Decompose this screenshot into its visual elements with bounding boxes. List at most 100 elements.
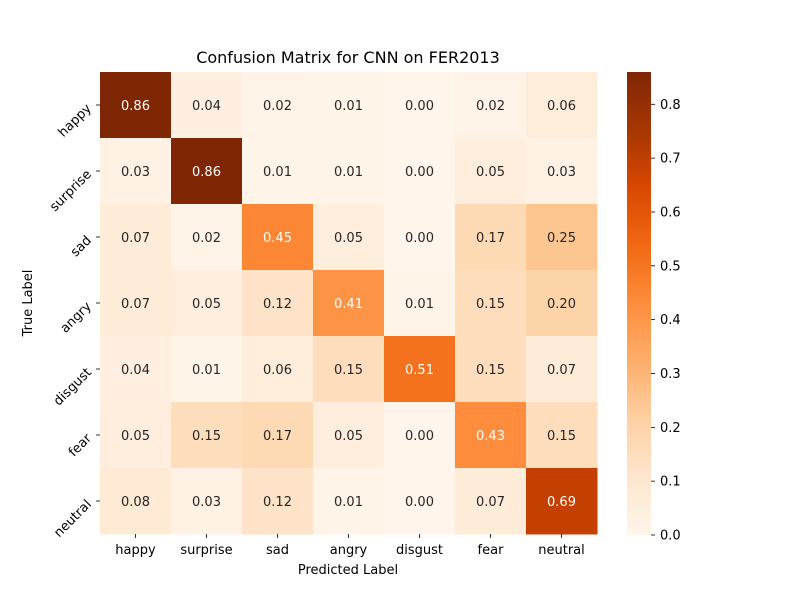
heatmap-cell — [313, 270, 385, 337]
colorbar-ticks: 0.0 0.1 0.2 0.3 0.4 0.5 0.6 0.7 0.8 — [651, 98, 681, 544]
cell-value-label: 0.05 — [476, 165, 505, 180]
cell-value-label: 0.41 — [334, 297, 363, 312]
colorbar-tick-label: 0.8 — [660, 98, 681, 113]
cell-value-label: 0.06 — [547, 99, 576, 114]
y-axis-ticks: happy surprise sad angry disgust fear neutral — [47, 101, 100, 541]
heatmap-cell — [171, 402, 243, 469]
heatmap-cell — [455, 336, 527, 403]
cell-value-label: 0.07 — [121, 297, 150, 312]
x-tick-label: surprise — [180, 543, 232, 558]
heatmap-cell — [313, 336, 385, 403]
colorbar-tick-label: 0.6 — [660, 205, 681, 220]
cell-value-label: 0.02 — [263, 99, 292, 114]
cell-value-label: 0.01 — [192, 363, 221, 378]
cell-value-label: 0.15 — [192, 429, 221, 444]
cell-value-label: 0.01 — [334, 495, 363, 510]
y-tick-label: fear — [66, 431, 95, 460]
heatmap-cell — [171, 468, 243, 535]
x-tick-label: angry — [330, 543, 368, 558]
heatmap-cell — [526, 204, 598, 271]
heatmap-cell — [455, 72, 527, 139]
cell-value-label: 0.03 — [547, 165, 576, 180]
cell-value-label: 0.00 — [405, 99, 434, 114]
cell-value-label: 0.02 — [476, 99, 505, 114]
heatmap-cell — [100, 270, 172, 337]
colorbar — [627, 72, 651, 535]
chart-title: Confusion Matrix for CNN on FER2013 — [196, 48, 500, 67]
heatmap-cell — [100, 204, 172, 271]
cell-value-label: 0.00 — [405, 231, 434, 246]
heatmap-cell — [242, 336, 314, 403]
cell-value-label: 0.86 — [121, 99, 150, 114]
x-axis-ticks: happy surprise sad angry disgust fear neutral — [115, 534, 585, 558]
heatmap-cell — [100, 336, 172, 403]
cell-value-label: 0.02 — [192, 231, 221, 246]
cell-value-label: 0.07 — [547, 363, 576, 378]
y-tick-label: sad — [68, 233, 95, 260]
x-tick-label: fear — [478, 543, 505, 558]
cell-value-label: 0.04 — [192, 99, 221, 114]
heatmap-cell — [455, 468, 527, 535]
cell-value-label: 0.05 — [334, 429, 363, 444]
cell-value-label: 0.17 — [476, 231, 505, 246]
cell-value-label: 0.69 — [547, 495, 576, 510]
x-tick-label: happy — [115, 543, 156, 558]
cell-value-label: 0.51 — [405, 363, 434, 378]
cell-value-label: 0.15 — [476, 297, 505, 312]
heatmap-cell — [242, 468, 314, 535]
heatmap-cell — [384, 270, 456, 337]
colorbar-tick-label: 0.7 — [660, 152, 681, 167]
cell-value-label: 0.15 — [547, 429, 576, 444]
cell-value-label: 0.12 — [263, 495, 292, 510]
heatmap-cell — [313, 72, 385, 139]
cell-value-label: 0.07 — [476, 495, 505, 510]
colorbar-tick-label: 0.2 — [660, 421, 681, 436]
cell-value-label: 0.00 — [405, 429, 434, 444]
cell-value-label: 0.05 — [334, 231, 363, 246]
cell-value-label: 0.01 — [263, 165, 292, 180]
y-tick-label: surprise — [47, 167, 95, 215]
x-tick-label: disgust — [396, 543, 443, 558]
heatmap-cell — [384, 336, 456, 403]
colorbar-tick-label: 0.5 — [660, 259, 681, 274]
heatmap-cell — [242, 270, 314, 337]
cell-value-label: 0.05 — [192, 297, 221, 312]
heatmap-cell — [313, 468, 385, 535]
x-tick-label: sad — [266, 543, 289, 558]
heatmap-cell — [526, 72, 598, 139]
cell-value-label: 0.12 — [263, 297, 292, 312]
cell-value-label: 0.00 — [405, 495, 434, 510]
cell-value-label: 0.05 — [121, 429, 150, 444]
heatmap-cell — [455, 204, 527, 271]
y-tick-label: happy — [56, 101, 95, 140]
heatmap-cell — [171, 72, 243, 139]
cell-value-label: 0.03 — [121, 165, 150, 180]
y-tick-label: disgust — [51, 365, 95, 409]
colorbar-tick-label: 0.0 — [660, 529, 681, 544]
heatmap-cell — [455, 270, 527, 337]
cell-value-label: 0.45 — [263, 231, 292, 246]
heatmap-cell — [100, 72, 172, 139]
heatmap-cell — [384, 468, 456, 535]
colorbar-tick-label: 0.4 — [660, 313, 681, 328]
cell-value-label: 0.17 — [263, 429, 292, 444]
cell-value-label: 0.01 — [405, 297, 434, 312]
heatmap-cell — [171, 138, 243, 205]
heatmap-cell — [171, 270, 243, 337]
heatmap-cell — [384, 138, 456, 205]
heatmap-cell — [526, 402, 598, 469]
heatmap-cell — [171, 204, 243, 271]
heatmap-cell — [242, 138, 314, 205]
heatmap-cell — [100, 402, 172, 469]
heatmap-cells: 0.86 0.04 0.02 0.01 0.00 0.02 0.06 0.03 0.86 0.01… — [100, 72, 598, 535]
cell-value-label: 0.20 — [547, 297, 576, 312]
heatmap-cell — [526, 468, 598, 535]
x-axis-label: Predicted Label — [298, 563, 398, 578]
heatmap-cell — [313, 138, 385, 205]
heatmap-cell — [100, 468, 172, 535]
colorbar-tick-label: 0.3 — [660, 367, 681, 382]
cell-value-label: 0.15 — [476, 363, 505, 378]
heatmap-cell — [455, 138, 527, 205]
cell-value-label: 0.01 — [334, 99, 363, 114]
